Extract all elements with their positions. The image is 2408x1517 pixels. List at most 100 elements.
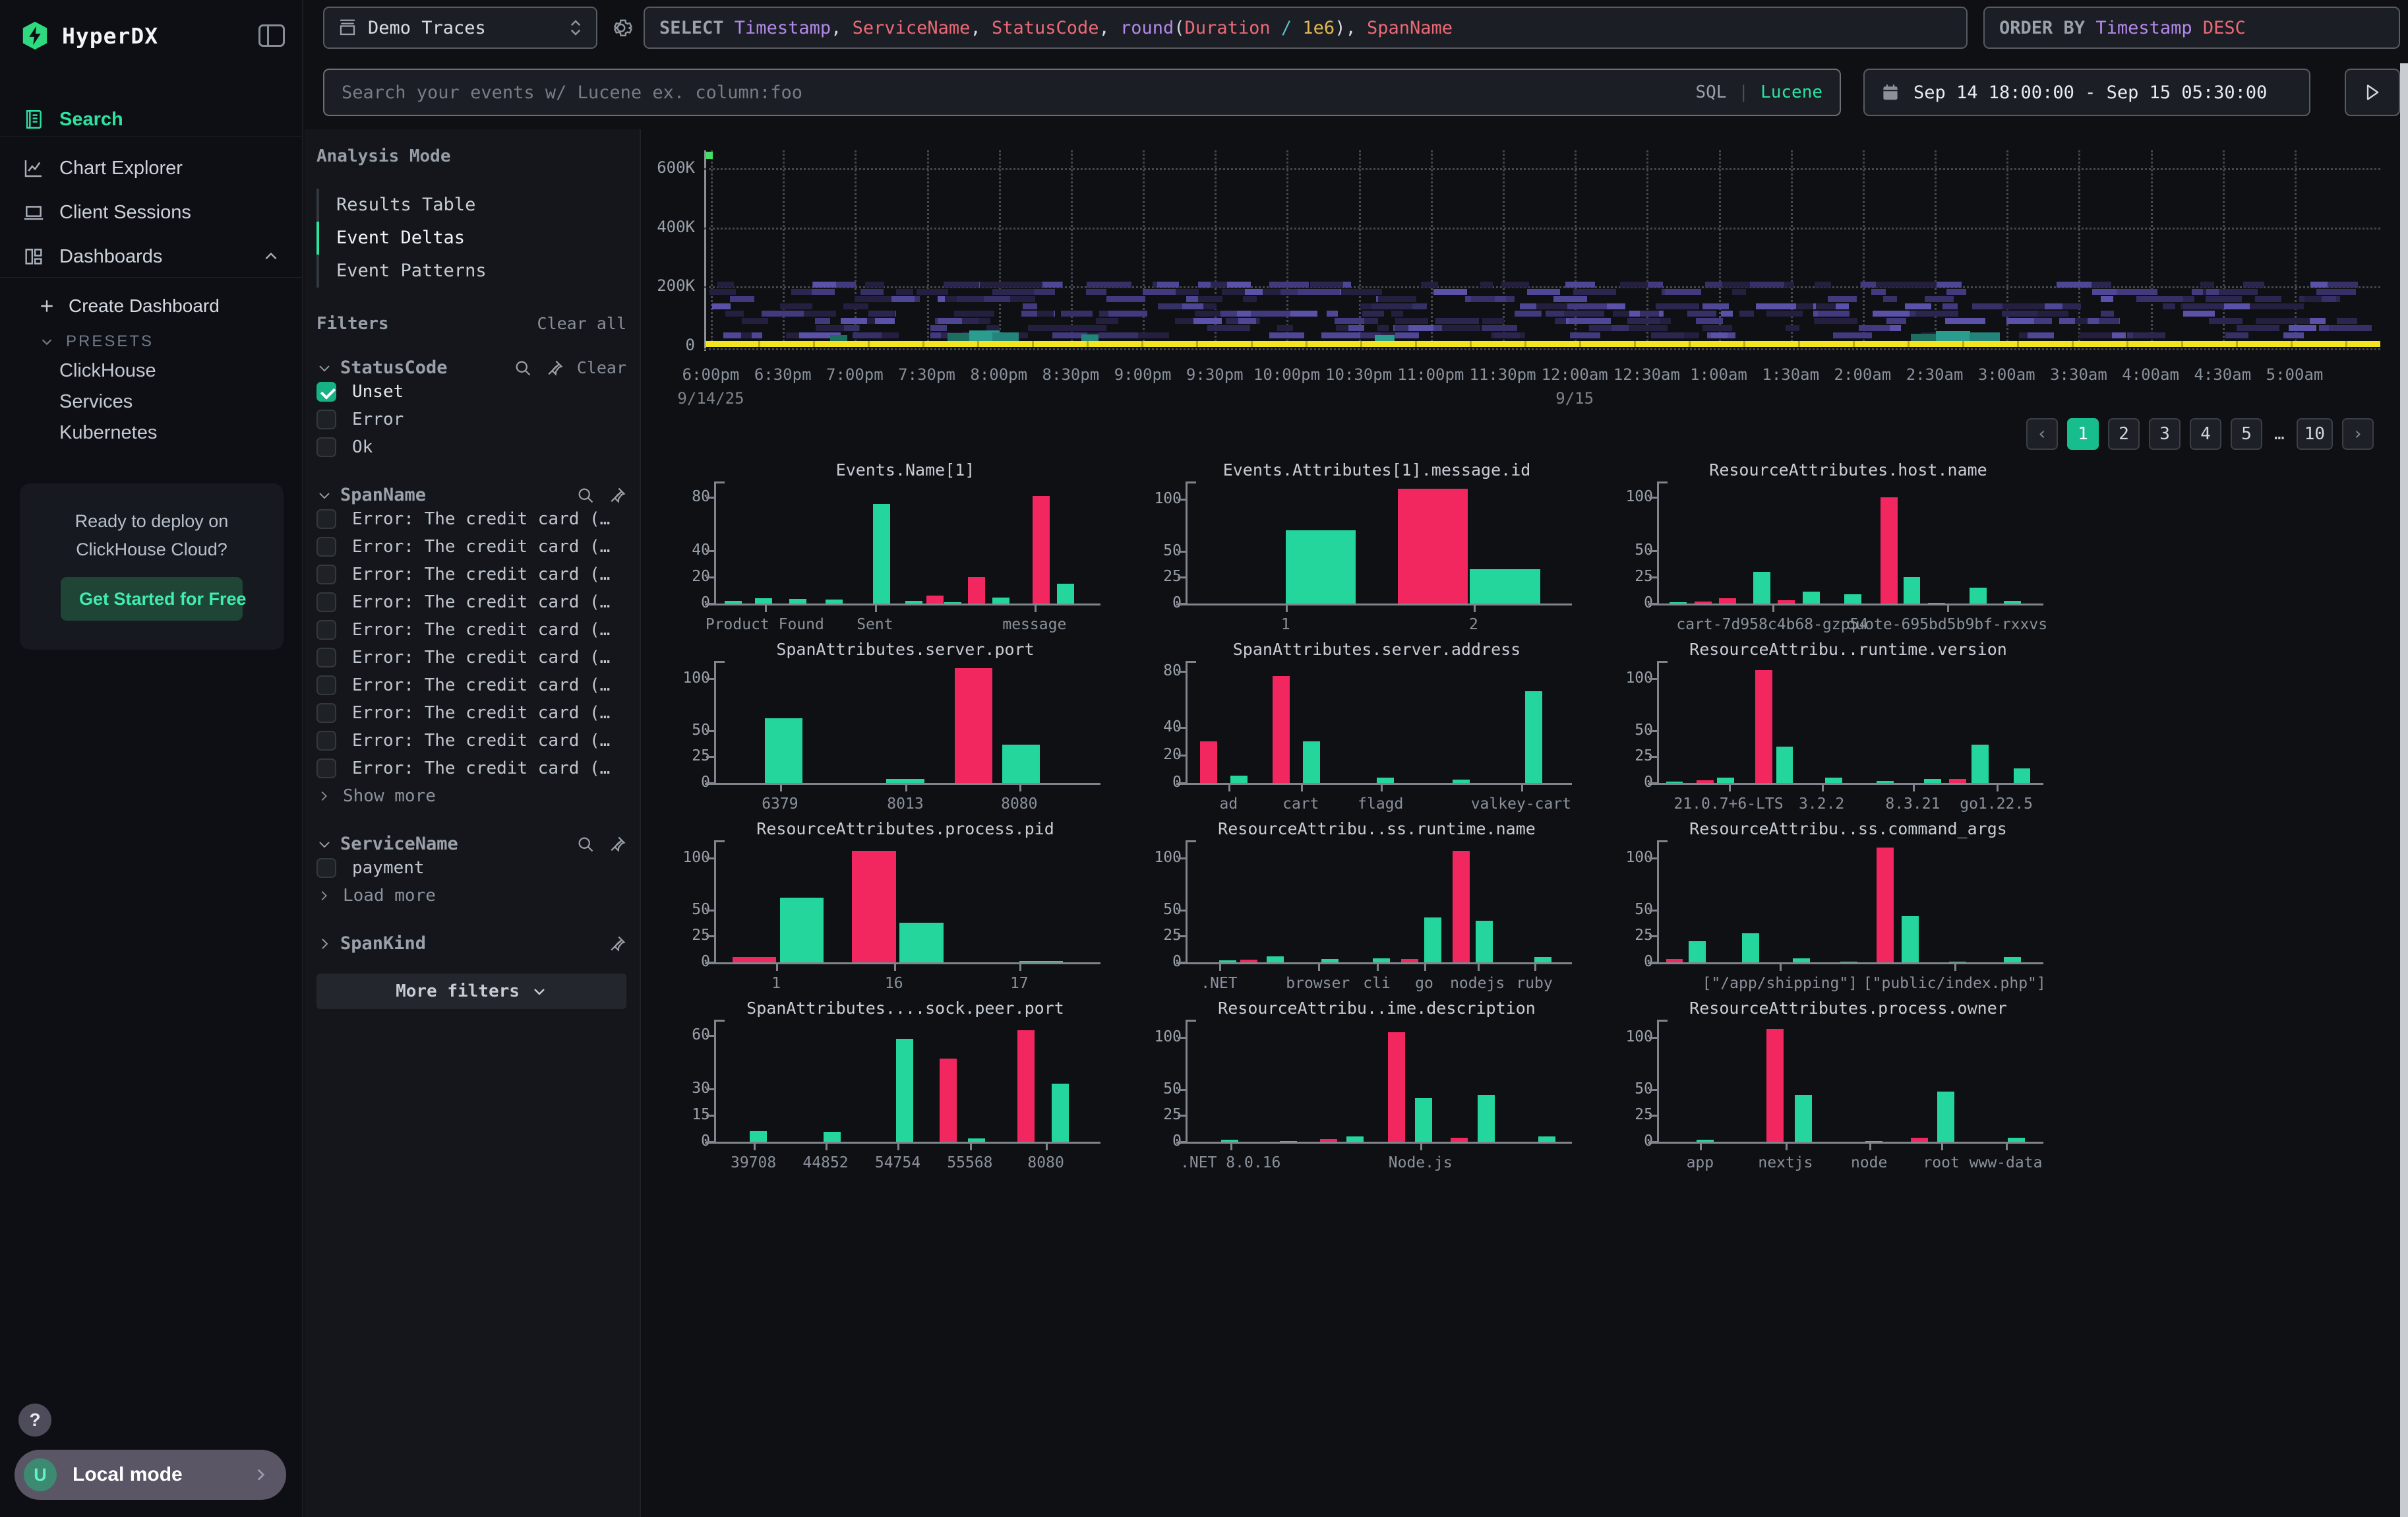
select-query-input[interactable]: SELECT Timestamp, ServiceName, StatusCod… (644, 7, 1968, 49)
heatmap-cell (2283, 332, 2304, 338)
search-icon[interactable] (514, 359, 532, 377)
filter-group-header[interactable]: SpanKind (316, 933, 626, 954)
sidebar-item-kubernetes[interactable]: Kubernetes (59, 422, 158, 443)
filter-option[interactable]: Error: The credit card (… (316, 561, 626, 588)
chevron-down-icon[interactable] (316, 360, 332, 376)
heatmap-cell (930, 325, 948, 331)
pin-icon[interactable] (608, 486, 626, 505)
sidebar-item-dashboards[interactable]: Dashboards (0, 236, 302, 277)
pin-icon[interactable] (608, 935, 626, 953)
mini-chart-SpanAttributes.server.port[interactable]: SpanAttributes.server.port 100 50 25 0 6379 80… (663, 640, 1111, 838)
clear-group-button[interactable]: Clear (576, 358, 626, 377)
sidebar-item-clickhouse[interactable]: ClickHouse (59, 360, 156, 381)
checkbox-unchecked[interactable] (316, 731, 336, 751)
checkbox-unchecked[interactable] (316, 437, 336, 457)
pin-icon[interactable] (545, 359, 564, 377)
sidebar-item-create-dashboard[interactable]: Create Dashboard (38, 295, 220, 317)
sidebar-item-client-sessions[interactable]: Client Sessions (0, 192, 302, 233)
analysis-mode-event-deltas[interactable]: Event Deltas (316, 222, 626, 255)
filter-option[interactable]: Unset (316, 378, 626, 406)
filter-option[interactable]: payment (316, 854, 626, 882)
mini-chart-Events.Attributes[1].message.id[interactable]: Events.Attributes[1].message.id 100 50 25 0 1… (1134, 460, 1582, 658)
mini-chart-Events.Name[1][interactable]: Events.Name[1] 80 40 20 0 Product Found Sent me… (663, 460, 1111, 658)
filter-option[interactable]: Error: The credit card (… (316, 616, 626, 644)
chevron-down-icon[interactable] (316, 487, 332, 503)
filter-option[interactable]: Error: The credit card (… (316, 644, 626, 671)
checkbox-unchecked[interactable] (316, 410, 336, 429)
mini-chart-SpanAttributes.server.address[interactable]: SpanAttributes.server.address 80 40 20 0 ad ca… (1134, 640, 1582, 838)
sidebar-presets-toggle[interactable]: PRESETS (40, 332, 154, 351)
sidebar-item-search[interactable]: Search (0, 99, 302, 140)
sql-mode-button[interactable]: SQL (1695, 82, 1727, 102)
checkbox-unchecked[interactable] (316, 675, 336, 695)
filter-option[interactable]: Error: The credit card (… (316, 727, 626, 755)
search-input[interactable]: Search your events w/ Lucene ex. column:… (323, 69, 1841, 116)
mini-chart-ResourceAttributes.host.name[interactable]: ResourceAttributes.host.name 100 50 25 0 cart… (1606, 460, 2054, 658)
checkbox-unchecked[interactable] (316, 703, 336, 723)
filter-group-header[interactable]: StatusCode Clear (316, 357, 626, 378)
order-by-input[interactable]: ORDER BY Timestamp DESC (1983, 7, 2400, 49)
search-icon[interactable] (576, 835, 595, 853)
more-filters-button[interactable]: More filters (316, 974, 626, 1009)
page-button-4[interactable]: 4 (2190, 418, 2222, 450)
checkbox-unchecked[interactable] (316, 592, 336, 612)
filter-option[interactable]: Error: The credit card (… (316, 533, 626, 561)
page-button-1[interactable]: 1 (2067, 418, 2099, 450)
page-button-10[interactable]: 10 (2296, 418, 2333, 450)
scrollbar[interactable] (2400, 63, 2408, 1517)
mini-chart-SpanAttributes....sock.peer.port[interactable]: SpanAttributes....sock.peer.port 60 30 15 0 3… (663, 999, 1111, 1196)
filter-option[interactable]: Error: The credit card (… (316, 755, 626, 782)
checkbox-unchecked[interactable] (316, 509, 336, 529)
chevron-right-icon[interactable] (316, 936, 332, 952)
mini-chart-ResourceAttributes.process.pid[interactable]: ResourceAttributes.process.pid 100 50 25 0 1 1… (663, 819, 1111, 1017)
sidebar-item-services[interactable]: Services (59, 391, 133, 412)
duration-heatmap-chart[interactable]: 600K 400K 200K 0 6:00pm 6:30pm 7:00pm 7:30pm 8:0… (642, 129, 2400, 446)
load-more-button[interactable]: Load more (316, 882, 626, 910)
date-range-picker[interactable]: Sep 14 18:00:00 - Sep 15 05:30:00 (1863, 69, 2310, 116)
analysis-mode-event-patterns[interactable]: Event Patterns (316, 255, 626, 288)
source-select[interactable]: Demo Traces (323, 7, 597, 49)
lucene-mode-button[interactable]: Lucene (1761, 82, 1822, 102)
chevron-down-icon[interactable] (316, 836, 332, 852)
sidebar-item-chart-explorer[interactable]: Chart Explorer (0, 148, 302, 189)
analysis-mode-results-table[interactable]: Results Table (316, 189, 626, 222)
page-button-2[interactable]: 2 (2108, 418, 2140, 450)
run-query-button[interactable] (2345, 69, 2400, 116)
checkbox-checked[interactable] (316, 382, 336, 402)
local-mode-menu[interactable]: U Local mode (15, 1450, 286, 1500)
filter-option[interactable]: Error: The credit card (… (316, 588, 626, 616)
checkbox-unchecked[interactable] (316, 648, 336, 667)
mini-chart-ResourceAttribu..ime.description[interactable]: ResourceAttribu..ime.description 100 50 25 0… (1134, 999, 1582, 1196)
help-button[interactable]: ? (18, 1404, 51, 1437)
filter-option[interactable]: Ok (316, 433, 626, 461)
get-started-button[interactable]: Get Started for Free (61, 577, 247, 621)
checkbox-unchecked[interactable] (316, 537, 336, 557)
mini-chart-ResourceAttribu..runtime.version[interactable]: ResourceAttribu..runtime.version 100 50 25 0… (1606, 640, 2054, 838)
checkbox-unchecked[interactable] (316, 565, 336, 584)
filter-group-header[interactable]: ServiceName (316, 834, 626, 854)
mini-chart-ResourceAttributes.process.owner[interactable]: ResourceAttributes.process.owner 100 50 25 0… (1606, 999, 2054, 1196)
gear-icon[interactable] (608, 16, 634, 42)
filter-option[interactable]: Error: The credit card (… (316, 671, 626, 699)
filter-option[interactable]: Error: The credit card (… (316, 505, 626, 533)
mini-chart-ResourceAttribu..ss.runtime.name[interactable]: ResourceAttribu..ss.runtime.name 100 50 25 0… (1134, 819, 1582, 1017)
checkbox-unchecked[interactable] (316, 758, 336, 778)
chevron-right-icon[interactable] (316, 888, 331, 903)
page-next-button[interactable]: › (2342, 418, 2374, 450)
filter-option[interactable]: Error (316, 406, 626, 433)
checkbox-unchecked[interactable] (316, 858, 336, 878)
collapse-sidebar-icon[interactable] (258, 24, 285, 47)
page-button-3[interactable]: 3 (2149, 418, 2181, 450)
search-icon[interactable] (576, 486, 595, 505)
page-prev-button[interactable]: ‹ (2026, 418, 2059, 450)
filter-option[interactable]: Error: The credit card (… (316, 699, 626, 727)
page-button-5[interactable]: 5 (2231, 418, 2263, 450)
chevron-right-icon[interactable] (316, 789, 331, 803)
checkbox-unchecked[interactable] (316, 620, 336, 640)
mini-chart-ResourceAttribu..ss.command_args[interactable]: ResourceAttribu..ss.command_args 100 50 25 0… (1606, 819, 2054, 1017)
pin-icon[interactable] (608, 835, 626, 853)
bar (1670, 602, 1687, 604)
clear-all-filters-button[interactable]: Clear all (537, 314, 626, 333)
show-more-button[interactable]: Show more (316, 782, 626, 810)
filter-group-header[interactable]: SpanName (316, 485, 626, 505)
